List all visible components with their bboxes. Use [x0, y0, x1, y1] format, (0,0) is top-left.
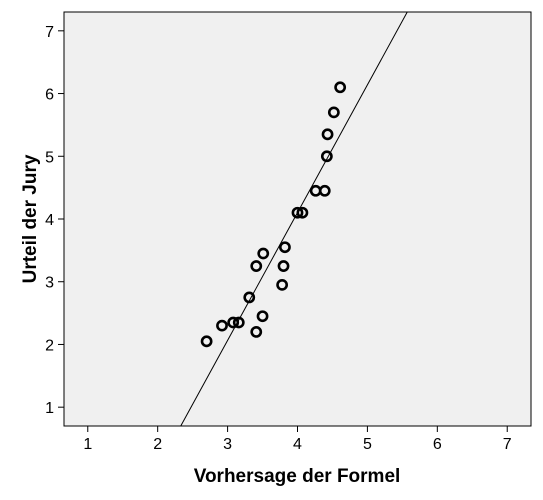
scatter-point — [327, 106, 340, 119]
y-tick-label: 4 — [45, 212, 54, 229]
x-tick-label: 7 — [503, 436, 512, 453]
scatter-point — [257, 247, 270, 260]
scatter-point — [318, 184, 331, 197]
scatter-point — [200, 335, 213, 348]
y-axis-title: Urteil der Jury — [20, 154, 41, 283]
scatter-point — [250, 326, 263, 338]
y-axis: 1 2 3 4 5 6 7 — [45, 24, 64, 417]
scatter-point — [320, 150, 333, 163]
scatter-point — [279, 241, 291, 254]
scatter-point — [276, 278, 289, 291]
x-tick-label: 6 — [433, 436, 442, 453]
scatter-point — [334, 81, 347, 94]
scatter-point — [250, 260, 263, 272]
y-tick-label: 6 — [45, 87, 54, 104]
scatter-point — [291, 206, 304, 219]
scatter-point — [256, 310, 269, 323]
fit-line — [180, 11, 408, 427]
x-tick-label: 2 — [153, 436, 162, 453]
y-tick-label: 7 — [45, 24, 54, 41]
scatter-point — [243, 291, 256, 304]
y-tick-label: 5 — [45, 149, 54, 166]
scatter-point — [296, 206, 309, 219]
scatter-point — [321, 128, 334, 141]
scatter-point — [216, 319, 228, 332]
y-tick-label: 3 — [45, 275, 54, 292]
plot-area — [63, 11, 532, 427]
x-tick-label: 1 — [83, 436, 92, 453]
y-tick-label: 2 — [45, 337, 54, 354]
scatter-point — [277, 260, 290, 272]
x-tick-label: 5 — [363, 436, 372, 453]
x-axis: 1 2 3 4 5 6 7 — [83, 426, 512, 453]
x-axis-title: Vorhersage der Formel — [194, 466, 401, 487]
y-tick-label: 1 — [45, 400, 54, 417]
scatter-point — [227, 316, 240, 329]
x-tick-label: 3 — [223, 436, 232, 453]
scatter-point — [232, 316, 245, 329]
plot-content — [180, 11, 408, 427]
x-tick-label: 4 — [293, 436, 302, 453]
